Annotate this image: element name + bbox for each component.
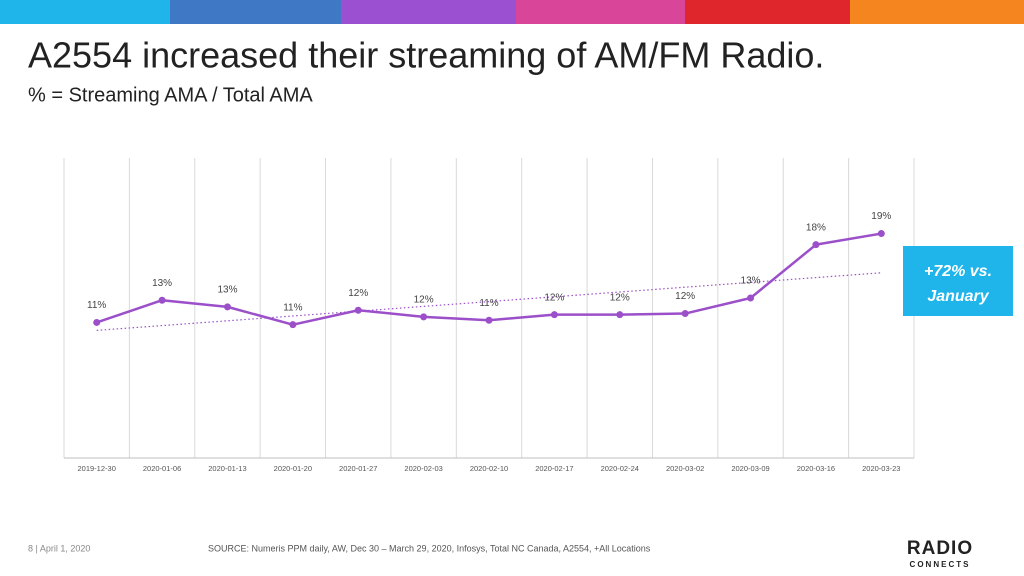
data-label: 12% [610,292,630,303]
x-tick-label: 2020-01-06 [143,464,181,473]
data-point [812,241,820,249]
color-bar [0,0,170,24]
data-point [550,311,558,319]
data-label: 12% [544,292,564,303]
x-tick-label: 2020-02-03 [404,464,442,473]
x-tick-label: 2020-03-09 [731,464,769,473]
callout-text: January [927,288,989,305]
title: A2554 increased their streaming of AM/FM… [28,35,824,76]
x-tick-label: 2020-02-24 [601,464,639,473]
color-bar [685,0,850,24]
color-bar [341,0,516,24]
source-note: SOURCE: Numeris PPM daily, AW, Dec 30 – … [208,543,651,553]
data-label: 13% [217,285,237,296]
data-point [354,306,362,314]
logo-tagline: CONNECTS [910,560,971,569]
x-tick-label: 2020-01-13 [208,464,246,473]
data-label: 11% [87,300,106,311]
data-label: 18% [806,222,826,233]
x-tick-label: 2020-02-17 [535,464,573,473]
data-label: 13% [152,278,172,289]
color-bar [170,0,341,24]
callout-box [903,246,1013,316]
x-tick-label: 2020-03-02 [666,464,704,473]
data-label: 12% [348,288,368,299]
data-point [485,316,493,324]
data-label: 11% [479,298,498,309]
x-tick-label: 2020-03-16 [797,464,835,473]
data-point [420,313,428,321]
data-point [681,310,689,318]
data-point [223,303,231,311]
series-line [96,232,882,326]
color-bar [850,0,1024,24]
data-label: 19% [871,211,891,222]
data-label: 12% [675,291,695,302]
data-label: 12% [414,295,434,306]
page-footer: 8 | April 1, 2020 [28,543,90,553]
x-tick-label: 2019-12-30 [78,464,116,473]
x-tick-label: 2020-01-20 [274,464,312,473]
data-point [158,296,166,304]
data-point [747,294,755,302]
trendline [96,272,882,331]
data-point [93,318,101,326]
x-tick-label: 2020-03-23 [862,464,900,473]
logo: RADIO [907,538,973,559]
plot-area: 2019-12-30 2020-01-06 2020-01-13 2020-01-20… [63,158,915,473]
data-point [616,311,624,319]
data-point [877,230,885,238]
data-label: 11% [283,302,302,313]
data-point [289,321,297,329]
callout-text: +72% vs. [924,263,992,280]
data-label: 13% [741,276,761,287]
x-tick-label: 2020-02-10 [470,464,508,473]
color-bar [516,0,685,24]
subtitle: % = Streaming AMA / Total AMA [28,84,313,106]
x-tick-label: 2020-01-27 [339,464,377,473]
